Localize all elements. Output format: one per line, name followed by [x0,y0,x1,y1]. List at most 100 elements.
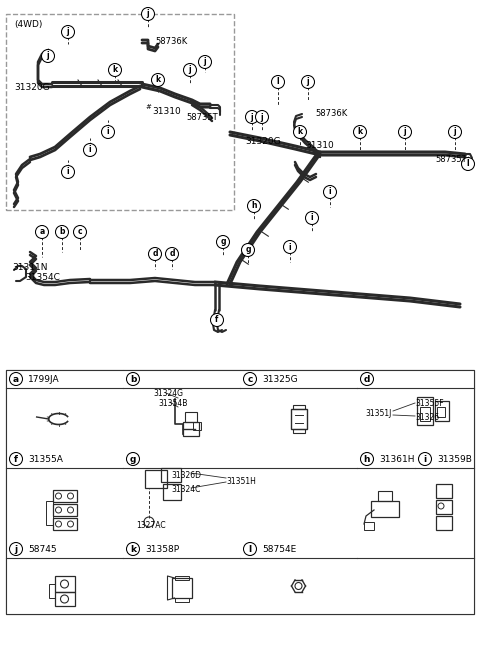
Circle shape [216,236,229,248]
Text: 31361H: 31361H [379,455,415,463]
Bar [171,578,192,598]
Bar [6,450,123,540]
Text: 31325G: 31325G [262,375,298,383]
Bar [357,450,415,540]
Text: k: k [298,128,302,136]
Text: j: j [404,128,406,136]
Text: j: j [189,66,192,75]
Bar [123,370,240,450]
Bar [6,14,234,210]
Circle shape [36,226,48,238]
Text: i: i [311,214,313,222]
Bar [435,401,449,421]
Text: 31351H: 31351H [226,477,256,487]
Circle shape [101,126,115,138]
Bar [163,484,181,500]
Text: j: j [251,113,253,122]
Text: c: c [247,375,252,383]
Bar [55,592,74,606]
Circle shape [148,248,161,261]
Bar [357,370,474,450]
Circle shape [305,211,319,224]
Text: j: j [307,77,309,87]
Circle shape [10,373,23,385]
Circle shape [243,542,256,555]
Circle shape [284,240,297,254]
Circle shape [353,126,367,138]
Bar [183,422,199,436]
Text: c: c [78,228,82,236]
Bar [415,450,474,540]
Text: k: k [156,75,161,85]
Bar [292,405,304,409]
Text: d: d [152,250,158,258]
Text: 58745: 58745 [28,545,57,553]
Circle shape [360,453,373,465]
Bar [161,468,181,482]
Bar [6,540,123,614]
Bar [193,422,201,430]
Text: j: j [204,58,206,66]
Circle shape [56,226,69,238]
Circle shape [360,373,373,385]
Circle shape [241,244,254,256]
Text: k: k [358,128,362,136]
Circle shape [183,64,196,77]
Bar [364,522,374,530]
Bar [185,412,197,422]
Circle shape [398,126,411,138]
Text: 58735T: 58735T [186,113,217,122]
Circle shape [84,144,96,156]
Circle shape [73,226,86,238]
Bar [420,407,430,421]
Text: j: j [147,9,149,19]
Text: 31324G: 31324G [153,389,183,399]
Bar [46,501,52,525]
Text: j: j [47,52,49,60]
Circle shape [461,158,475,171]
Text: f: f [14,455,18,463]
Text: 31359B: 31359B [437,455,472,463]
Circle shape [108,64,121,77]
Text: i: i [89,146,91,154]
Text: 58736K: 58736K [315,109,347,118]
Circle shape [245,111,259,124]
Text: 31354B: 31354B [158,399,187,408]
Text: 31326D: 31326D [171,471,201,479]
Text: i: i [107,128,109,136]
Bar [52,504,76,516]
Circle shape [272,75,285,89]
Text: i: i [67,167,69,177]
Circle shape [255,111,268,124]
Circle shape [10,453,23,465]
Bar [52,518,76,530]
Text: g: g [220,238,226,246]
Text: k: k [130,545,136,553]
Circle shape [243,373,256,385]
Text: a: a [13,375,19,383]
Text: 58754E: 58754E [262,545,296,553]
Text: 31310: 31310 [152,107,181,117]
Text: 31358P: 31358P [145,545,179,553]
Text: h: h [364,455,370,463]
Text: b: b [59,228,65,236]
Text: j: j [67,28,69,36]
Text: 31351J: 31351J [365,408,391,418]
Circle shape [324,185,336,199]
Text: 31355A: 31355A [28,455,63,463]
Text: (4WD): (4WD) [14,20,42,29]
Text: 31354C: 31354C [25,273,60,281]
Text: l: l [276,77,279,87]
Circle shape [127,373,140,385]
Text: 31324C: 31324C [171,485,200,495]
Text: 31311N: 31311N [12,263,48,271]
Circle shape [127,542,140,555]
Circle shape [301,75,314,89]
Text: d: d [364,375,370,383]
Bar [48,584,55,598]
Circle shape [248,199,261,213]
Circle shape [166,248,179,261]
Circle shape [448,126,461,138]
Text: d: d [169,250,175,258]
Bar [55,576,74,592]
